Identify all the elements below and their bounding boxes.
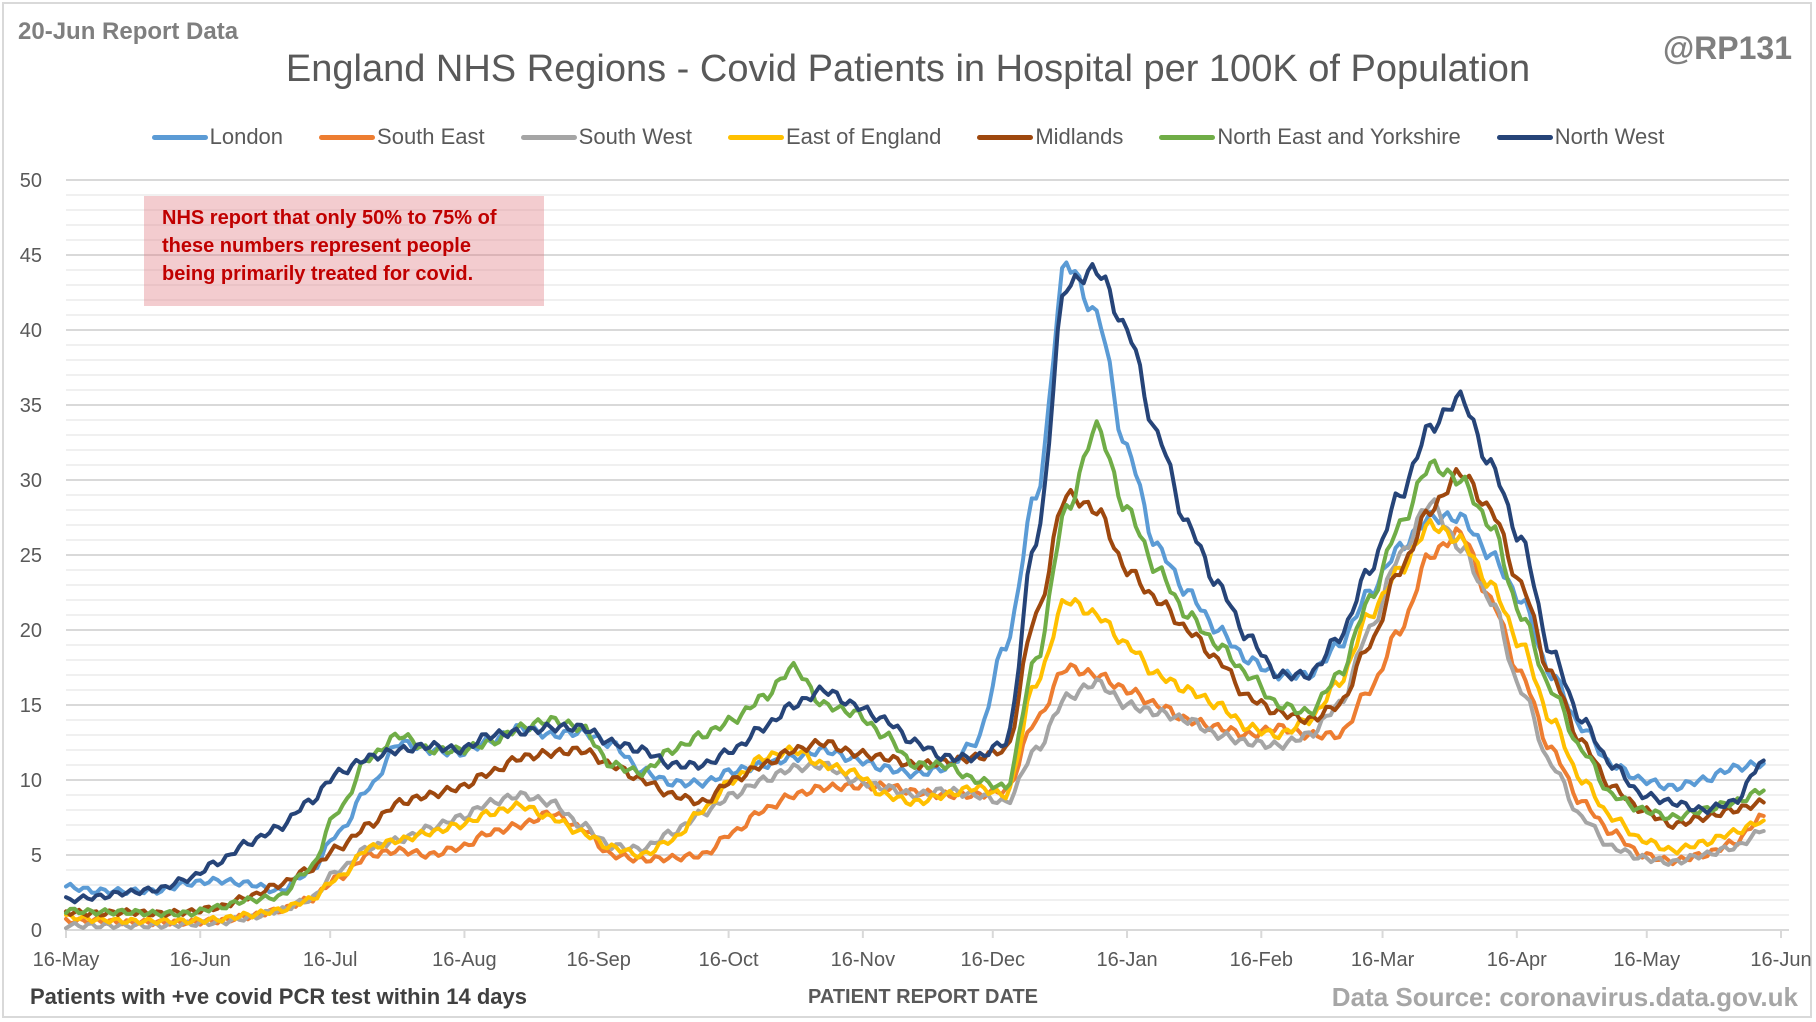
x-tick-label: 16-Mar — [1351, 949, 1415, 971]
legend-item: East of England — [728, 124, 941, 150]
report-date-label: 20-Jun Report Data — [18, 18, 239, 45]
x-tick-label: 16-Nov — [831, 949, 895, 971]
legend-swatch — [319, 134, 376, 140]
legend-label: Midlands — [1035, 124, 1124, 149]
legend: London South East South West East of Englan… — [0, 124, 1816, 150]
y-tick-label: 35 — [20, 395, 42, 417]
legend-item: South East — [319, 124, 485, 150]
series-line-north-west — [64, 262, 1766, 905]
author-handle: @RP131 — [1662, 30, 1792, 66]
x-tick-label: 16-Jun — [1750, 949, 1811, 971]
legend-item: North West — [1496, 124, 1665, 150]
y-tick-label: 40 — [20, 320, 42, 342]
x-axis-title: PATIENT REPORT DATE — [808, 986, 1038, 1008]
footnote: Patients with +ve covid PCR test within … — [30, 984, 527, 1009]
legend-label: North East and Yorkshire — [1217, 124, 1461, 149]
series-line-london — [64, 260, 1766, 896]
x-tick-label: 16-Jan — [1096, 949, 1157, 971]
legend-item: Midlands — [977, 124, 1123, 150]
legend-swatch — [151, 134, 208, 140]
y-tick-label: 20 — [20, 620, 42, 642]
x-tick-label: 16-Jun — [170, 949, 231, 971]
legend-label: London — [209, 124, 284, 149]
legend-swatch — [520, 134, 577, 140]
y-tick-label: 30 — [20, 470, 42, 492]
y-tick-label: 10 — [20, 770, 42, 792]
annotation-box: NHS report that only 50% to 75% of these… — [144, 196, 544, 306]
annotation-line: NHS report that only 50% to 75% of — [162, 207, 497, 229]
x-tick-label: 16-Apr — [1487, 949, 1547, 971]
legend-item: South West — [520, 124, 692, 150]
legend-item: London — [151, 124, 284, 150]
x-tick-label: 16-Oct — [699, 949, 759, 971]
x-tick-label: 16-May — [33, 949, 100, 971]
annotation-line: being primarily treated for covid. — [162, 263, 474, 285]
x-tick-label: 16-Dec — [961, 949, 1025, 971]
x-tick-label: 16-Jul — [303, 949, 357, 971]
legend-label: South West — [578, 124, 692, 149]
x-tick-label: 16-Feb — [1230, 949, 1293, 971]
chart-title: England NHS Regions - Covid Patients in … — [285, 48, 1531, 90]
x-tick-label: 16-May — [1613, 949, 1680, 971]
legend-label: East of England — [786, 124, 942, 149]
legend-swatch — [728, 134, 784, 140]
y-tick-label: 45 — [20, 245, 42, 267]
y-tick-label: 25 — [20, 545, 42, 567]
legend-swatch — [1159, 134, 1216, 140]
legend-swatch — [1496, 134, 1553, 140]
y-tick-label: 15 — [20, 695, 42, 717]
legend-swatch — [977, 134, 1034, 140]
series-line-east-of-england — [64, 518, 1766, 926]
legend-item: North East and Yorkshire — [1159, 124, 1461, 150]
annotation-line: these numbers represent people — [162, 235, 471, 257]
y-tick-label: 50 — [20, 170, 42, 192]
series-line-north-east-and-yorkshire — [64, 419, 1766, 919]
legend-label: South East — [377, 124, 485, 149]
legend-label: North West — [1554, 124, 1665, 149]
x-tick-label: 16-Sep — [566, 949, 631, 971]
y-tick-label: 0 — [31, 920, 42, 942]
y-tick-label: 5 — [31, 845, 42, 867]
data-source: Data Source: coronavirus.data.gov.uk — [1331, 982, 1798, 1012]
x-tick-label: 16-Aug — [432, 949, 497, 971]
